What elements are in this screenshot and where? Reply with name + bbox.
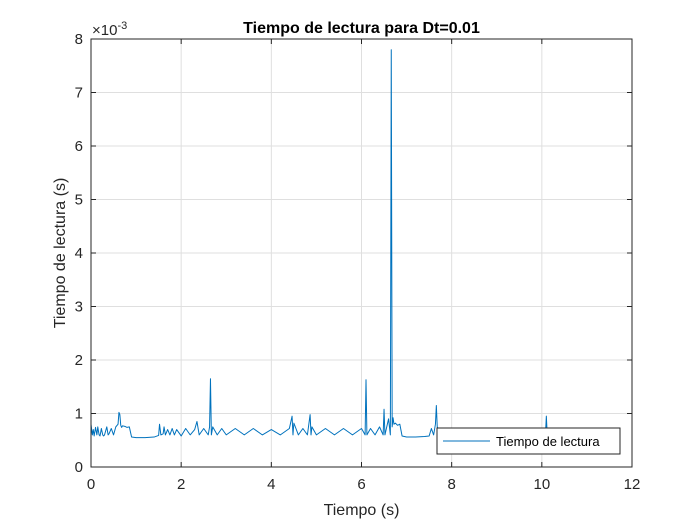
y-tick-label: 7 [75,85,83,102]
y-tick-label: 6 [75,138,83,155]
grid-lines [91,39,632,467]
x-tick-label: 12 [624,476,641,493]
x-tick-label: 6 [357,476,365,493]
y-tick-label: 4 [75,245,83,262]
x-tick-label: 10 [533,476,550,493]
exponent-base: ×10 [92,22,117,39]
x-tick-label: 2 [177,476,185,493]
exponent-power: -3 [117,20,127,32]
y-exponent-label: ×10-3 [92,20,127,39]
chart-title: Tiempo de lectura para Dt=0.01 [243,20,480,37]
series-group [90,49,569,439]
x-tick-label: 4 [267,476,275,493]
x-tick-label: 0 [87,476,95,493]
x-tick-label: 8 [447,476,455,493]
y-tick-label: 8 [75,31,83,48]
x-axis-label: Tiempo (s) [324,502,400,519]
y-tick-label: 1 [75,406,83,423]
y-axis-label: Tiempo de lectura (s) [52,178,69,329]
legend-entry: Tiempo de lectura [496,434,600,449]
y-tick-label: 5 [75,192,83,209]
legend: Tiempo de lectura [436,427,621,455]
y-tick-label: 3 [75,299,83,316]
y-tick-label: 2 [75,352,83,369]
series-line [90,49,569,439]
tick-marks [90,38,633,468]
y-tick-label: 0 [75,459,83,476]
